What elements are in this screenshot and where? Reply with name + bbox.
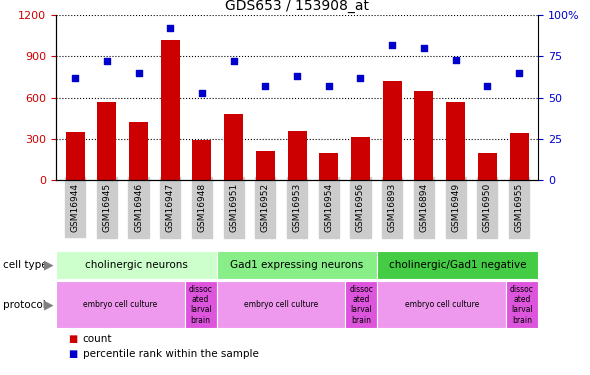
Bar	[160, 40, 180, 180]
Bar	[56, 251, 217, 279]
Text: cholinergic/Gad1 negative: cholinergic/Gad1 negative	[389, 260, 526, 270]
Point	[102, 58, 112, 64]
Bar	[319, 153, 338, 180]
Text: percentile rank within the sample: percentile rank within the sample	[83, 350, 258, 359]
Bar	[446, 102, 465, 180]
Point	[197, 90, 206, 96]
Point	[70, 75, 80, 81]
Point	[261, 83, 270, 89]
Point	[419, 45, 428, 51]
Text: cell type: cell type	[3, 260, 48, 270]
Point	[388, 42, 397, 48]
Point	[324, 83, 333, 89]
Bar	[217, 281, 345, 328]
Bar	[56, 281, 185, 328]
Text: Gad1 expressing neurons: Gad1 expressing neurons	[231, 260, 363, 270]
Text: cholinergic neurons: cholinergic neurons	[85, 260, 188, 270]
Text: ▶: ▶	[44, 298, 53, 311]
Text: protocol: protocol	[3, 300, 45, 310]
Bar	[383, 81, 402, 180]
Point	[451, 57, 460, 63]
Bar	[510, 133, 529, 180]
Bar	[287, 130, 307, 180]
Title: GDS653 / 153908_at: GDS653 / 153908_at	[225, 0, 369, 13]
Bar	[192, 140, 211, 180]
Bar	[378, 281, 506, 328]
Text: dissoc
ated
larval
brain: dissoc ated larval brain	[189, 285, 212, 325]
Bar	[378, 251, 538, 279]
Point	[514, 70, 524, 76]
Bar	[129, 122, 148, 180]
Point	[229, 58, 238, 64]
Bar	[217, 251, 378, 279]
Point	[134, 70, 143, 76]
Text: embryo cell culture: embryo cell culture	[83, 300, 158, 309]
Text: ▶: ▶	[44, 259, 53, 272]
Bar	[224, 114, 243, 180]
Text: count: count	[83, 334, 112, 344]
Bar	[414, 91, 434, 180]
Text: ■: ■	[68, 334, 77, 344]
Text: embryo cell culture: embryo cell culture	[405, 300, 479, 309]
Bar	[97, 102, 116, 180]
Point	[165, 25, 175, 31]
Bar	[256, 151, 275, 180]
Text: ■: ■	[68, 350, 77, 359]
Bar	[506, 281, 538, 328]
Point	[292, 73, 301, 79]
Text: dissoc
ated
larval
brain: dissoc ated larval brain	[510, 285, 534, 325]
Point	[356, 75, 365, 81]
Bar	[478, 153, 497, 180]
Bar	[351, 137, 370, 180]
Bar	[345, 281, 378, 328]
Bar	[185, 281, 217, 328]
Point	[483, 83, 492, 89]
Bar	[65, 132, 84, 180]
Text: dissoc
ated
larval
brain: dissoc ated larval brain	[349, 285, 373, 325]
Text: embryo cell culture: embryo cell culture	[244, 300, 318, 309]
